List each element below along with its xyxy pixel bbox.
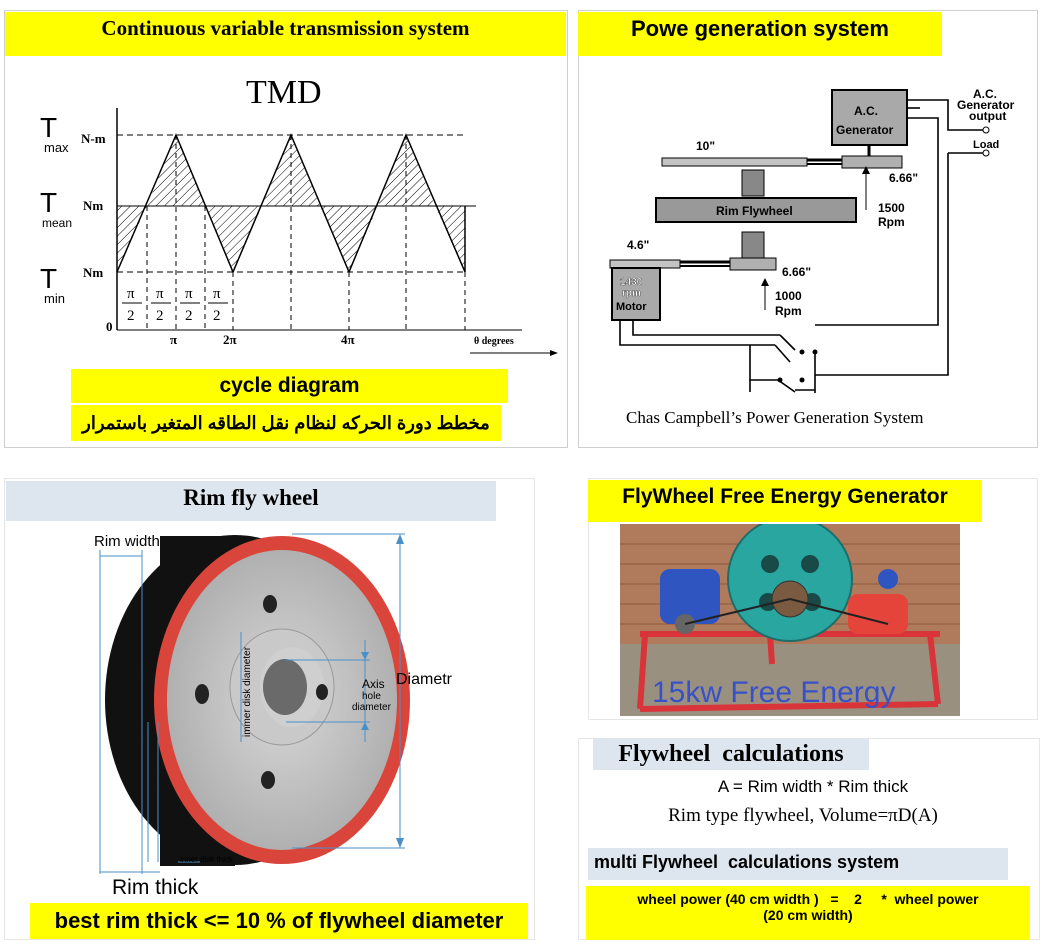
flyfree-photo: 15kw Free Energy [620,524,960,716]
rpm-label-bottom: Rpm [775,304,802,318]
unit-min: Nm [83,265,103,280]
calc-title: Flywheel calculations [593,738,869,770]
frac-4-den: 2 [213,308,221,324]
flyfree-title: FlyWheel Free Energy Generator [588,480,982,522]
frac-1-num: π [127,286,135,302]
tmd-diagram: TMD T max T mean T min N-m Nm Nm 0 π [40,74,558,356]
out-line1: A.C. [973,87,997,101]
size-46: 4.6" [627,238,649,252]
flyfree-overlay: 15kw Free Energy [652,676,895,709]
calc-formula-volume: Rim type flywheel, Volume=πD(A) [668,805,938,826]
tmean-sub: mean [42,216,72,230]
size-666-top: 6.66" [889,171,918,185]
tmax-letter: T [40,112,57,143]
inner-disk-thick-label: inner disk thick [180,855,234,864]
ac-gen-line1: A.C. [854,104,878,118]
best-rim-note: best rim thick <= 10 % of flywheel diame… [30,903,528,939]
tmd-title: TMD [246,74,322,111]
out-line2: Generator [957,98,1015,112]
rim-width-label: Rim width [94,533,160,550]
rpm-1000: 1000 [775,289,802,303]
axis-label: Axis [362,677,385,691]
power-caption: Chas Campbell’s Power Generation System [626,408,923,427]
motor-rpm-unit: rpm [622,288,641,299]
tmean-letter: T [40,187,57,218]
frac-2-num: π [156,286,164,302]
frac-4-num: π [213,286,221,302]
size-10: 10" [696,139,715,153]
ac-gen-line2: Generator [836,123,894,137]
tmin-letter: T [40,263,57,294]
motor-label: Motor [616,301,647,313]
power-title: Powe generation system [578,12,942,56]
calc-formula-area: A = Rim width * Rim thick [717,777,909,796]
diametr-label: Diametr [396,671,453,688]
wheel-power-line2: (20 cm width) [763,907,853,923]
size-666-bottom: 6.66" [782,265,811,279]
load-label: Load [973,139,999,151]
motor-box [611,267,661,321]
rpm-1500: 1500 [878,201,905,215]
frac-3-num: π [185,286,193,302]
hole-label: hole [362,691,381,702]
power-panel [578,10,1038,448]
tick-pi: π [170,332,177,347]
origin-zero: 0 [106,319,113,334]
out-line3: output [969,109,1006,123]
rim-flywheel-figure: Rim width immer disk diameter Axis hole … [94,533,453,874]
multi-calc-title: multi Flywheel calculations system [588,848,1008,880]
cycle-diagram-label: cycle diagram [71,369,508,403]
rim-flywheel-block [655,197,857,223]
unit-max: N-m [81,131,106,146]
theta-label: θ degrees [474,336,514,347]
rim-title: Rim fly wheel [6,481,496,521]
rim-flywheel-label: Rim Flywheel [716,204,793,218]
hole-diameter-label: diameter [352,702,392,713]
motor-rpm-num: 1430 [620,277,643,288]
frac-1-den: 2 [127,308,135,324]
tick-2pi: 2π [223,332,237,347]
cvt-title: Continuous variable transmission system [5,12,566,56]
rpm-label-top: Rpm [878,215,905,229]
inner-disk-diameter-label: immer disk diameter [242,646,253,737]
wheel-power-line1: wheel power (40 cm width ) = 2 * wheel p… [637,891,979,907]
wheel-power-box: wheel power (40 cm width ) = 2 * wheel p… [586,886,1030,940]
unit-mean: Nm [83,198,103,213]
frac-3-den: 2 [185,308,193,324]
tmax-sub: max [44,140,69,155]
frac-2-den: 2 [156,308,164,324]
arabic-caption: مخطط دورة الحركه لنظام نقل الطاقه المتغي… [71,405,501,441]
rim-thick-label: Rim thick [112,876,199,899]
tick-4pi: 4π [341,332,355,347]
power-diagram: A.C. Generator A.C. Generator output Loa… [609,87,1015,427]
tmin-sub: min [44,291,65,306]
